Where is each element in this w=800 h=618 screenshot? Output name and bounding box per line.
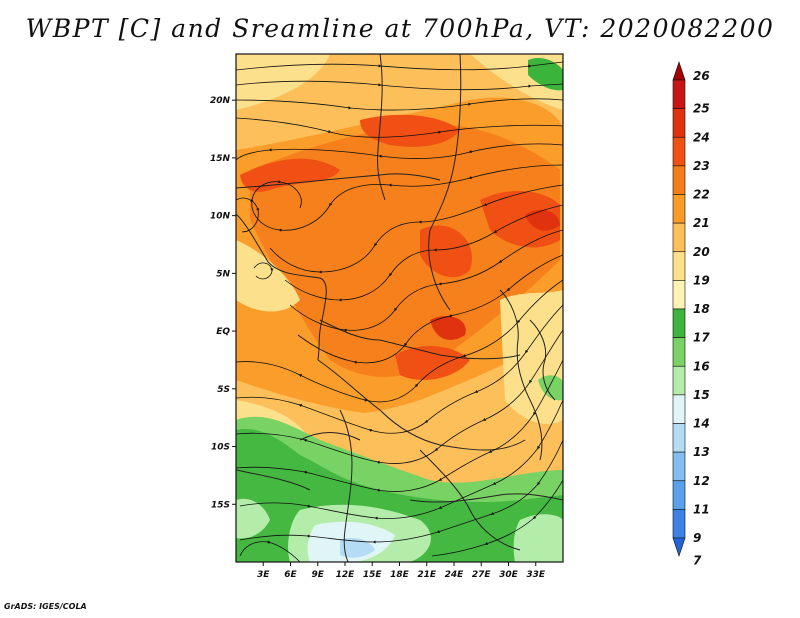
colorbar: 26 25 24 23 22 21 20 19 18 17 16 15 14 13 12 11 9 7 [672,61,710,568]
lat-tick-label: 10N [210,212,231,222]
colorbar-label: 13 [693,445,710,459]
colorbar-label: 24 [693,130,710,144]
colorbar-swatch [672,61,686,81]
latitude-axis: 20N 15N 10N 5N EQ 5S 10S 15S [210,96,236,510]
lat-tick-label: 5S [217,385,230,395]
colorbar-swatch [672,365,686,396]
lon-tick-label: 15E [363,570,383,580]
lon-tick-label: 21E [417,570,437,580]
lat-tick-label: 15S [211,500,230,510]
lat-tick-label: EQ [216,327,230,337]
colorbar-swatch [672,165,686,195]
colorbar-swatch [672,337,686,367]
colorbar-swatch [672,394,686,424]
colorbar-label: 12 [693,474,710,488]
lat-tick-label: 10S [211,443,230,453]
lon-tick-label: 6E [284,570,297,580]
colorbar-swatch [672,79,686,109]
lon-tick-label: 30E [499,570,519,580]
colorbar-swatch [672,480,686,510]
colorbar-swatch [672,451,686,482]
streamlines [236,61,563,562]
colorbar-swatch [672,108,686,138]
colorbar-swatch [672,423,686,453]
lon-tick-label: 24E [445,570,465,580]
colorbar-swatch [672,194,686,224]
colorbar-label: 11 [693,502,710,516]
lat-tick-label: 5N [216,269,230,279]
colorbar-label: 16 [693,359,710,373]
colorbar-swatch [672,251,686,281]
colorbar-label: 15 [693,388,710,402]
lat-tick-label: 20N [210,96,231,106]
colorbar-label: 20 [693,245,710,259]
colorbar-label: 7 [693,554,702,568]
lon-tick-label: 18E [390,570,410,580]
colorbar-swatch [672,136,686,167]
colorbar-label: 14 [693,417,710,431]
colorbar-swatch [672,280,686,310]
longitude-axis: 3E 6E 9E 12E 15E 18E 21E 24E 27E 30E 33E [257,562,546,580]
lat-tick-label: 15N [210,154,231,164]
lon-tick-label: 27E [472,570,492,580]
colorbar-swatch [672,537,686,557]
colorbar-label: 26 [693,69,710,83]
colorbar-label: 9 [693,531,701,545]
colorbar-label: 19 [693,273,710,287]
colorbar-label: 22 [693,188,710,202]
colorbar-label: 17 [693,331,710,345]
colorbar-swatch [672,308,686,338]
lon-tick-label: 3E [257,570,270,580]
colorbar-swatch [672,222,686,253]
wbpt-field [236,54,563,562]
lon-tick-label: 9E [312,570,325,580]
map-title: WBPT [C] and Sreamline at 700hPa, VT: 20… [25,14,775,43]
lon-tick-label: 33E [526,570,546,580]
lon-tick-label: 12E [336,570,356,580]
colorbar-label: 18 [693,302,710,316]
colorbar-label: 21 [693,216,710,230]
colorbar-swatch [672,509,686,539]
grads-credit: GrADS: IGES/COLA [4,602,87,611]
colorbar-label: 25 [693,102,710,116]
colorbar-label: 23 [693,159,710,173]
